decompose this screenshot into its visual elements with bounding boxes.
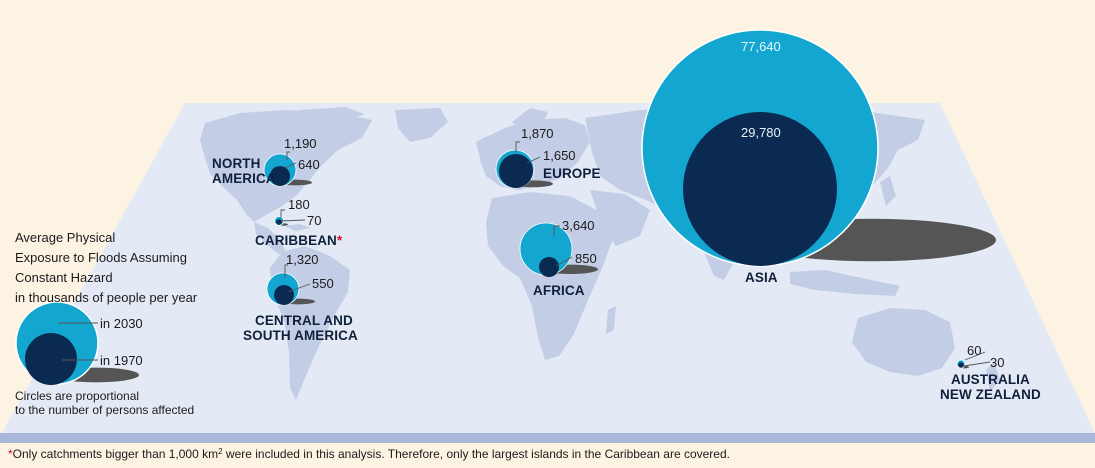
central-america-landmass [254,222,286,254]
csa-value-1970: 550 [312,276,334,291]
region-name-line: CARIBBEAN [255,233,337,248]
leader-lines [58,141,991,367]
region-name-line: AMERICA [212,171,276,186]
greenland-landmass [395,108,448,142]
footnote-text: were included in this analysis. Therefor… [222,447,730,461]
north-america-value-2030: 1,190 [284,136,317,151]
asia-value-2030: 77,640 [741,39,781,54]
central-south-america-bubble-1970 [274,285,294,305]
africa-value-1970: 850 [575,251,597,266]
leader-line-europe-1970 [526,156,541,164]
region-name-line: NEW ZEALAND [940,387,1041,402]
region-name-asia: ASIA [745,270,778,285]
region-name-africa: AFRICA [533,283,585,298]
region-name-central-south-america: CENTRAL AND SOUTH AMERICA [243,313,358,343]
north-america-value-1970: 640 [298,157,320,172]
region-name-line: AUSTRALIA [950,372,1030,387]
legend-label-2030: in 2030 [100,316,143,331]
leader-line-australia-2030 [964,351,986,361]
asia-value-1970: 29,780 [741,125,781,140]
leader-line-caribbean-1970 [280,219,306,222]
asia-bubble-1970 [683,112,837,266]
footnote-marker: * [336,233,343,248]
north-america-bubble-1970 [270,166,290,186]
australia-value-1970: 30 [990,355,1005,370]
leader-line-north-america-1970 [284,162,297,169]
legend-title-line: Exposure to Floods Assuming [15,250,187,265]
region-name-line: NORTH [212,156,261,171]
leader-line-australia-1970 [963,361,991,367]
leader-line-africa-2030 [553,225,560,236]
region-name-north-america: NORTH AMERICA [212,156,276,186]
region-name-line: CENTRAL AND [254,313,353,328]
region-name-europe: EUROPE [543,166,601,181]
europe-value-2030: 1,870 [521,126,554,141]
africa-bubble-1970 [539,257,559,277]
legend-note: Circles are proportional to the number o… [15,389,194,417]
arctic-islands [300,107,365,122]
legend-title-line: in thousands of people per year [15,290,198,305]
arabia-landmass [590,190,650,246]
region-name-australia-nz: AUSTRALIA NEW ZEALAND [940,372,1041,402]
csa-value-2030: 1,320 [286,252,319,267]
leader-line-csa-2030 [284,264,288,278]
australia-value-2030: 60 [967,343,982,358]
australia-nz-bubble-1970 [958,362,964,368]
europe-bubble-1970 [499,154,533,188]
region-name-line: SOUTH AMERICA [243,328,358,343]
leader-line-caribbean-2030 [280,209,285,218]
new-zealand-landmass [986,362,1000,392]
legend-label-1970: in 1970 [100,353,143,368]
footnote-superscript: 2 [218,447,223,456]
legend-note-line: Circles are proportional [15,389,140,403]
madagascar-landmass [606,306,616,334]
scandinavia-landmass [512,108,548,134]
legend-title: Average Physical Exposure to Floods Assu… [15,228,197,308]
uk-landmass [476,136,490,158]
map-base-band [0,433,1095,443]
europe-value-1970: 1,650 [543,148,576,163]
bubble-layer [15,29,996,385]
leader-line-csa-1970 [287,283,311,293]
legend-note-line: to the number of persons affected [15,403,195,417]
japan-islands [880,176,896,206]
legend-title-line: Average Physical [15,230,116,245]
caribbean-bubble-1970 [276,219,282,225]
region-name-caribbean: CARIBBEAN* [255,233,342,248]
sea-islands [790,270,900,296]
caribbean-islands [284,224,310,231]
legend-bubble-1970 [25,333,77,385]
legend-title-line: Constant Hazard [15,270,113,285]
footnote-marker: * [8,447,13,461]
leader-line-europe-2030 [515,141,520,152]
footnote: *Only catchments bigger than 1,000 km2 w… [8,447,730,461]
caribbean-value-1970: 70 [307,213,322,228]
caribbean-value-2030: 180 [288,197,310,212]
footnote-text: Only catchments bigger than 1,000 km [12,447,219,461]
leader-line-africa-1970 [555,256,573,267]
africa-value-2030: 3,640 [562,218,595,233]
australia-landmass [852,308,955,376]
leader-line-north-america-2030 [286,151,290,160]
